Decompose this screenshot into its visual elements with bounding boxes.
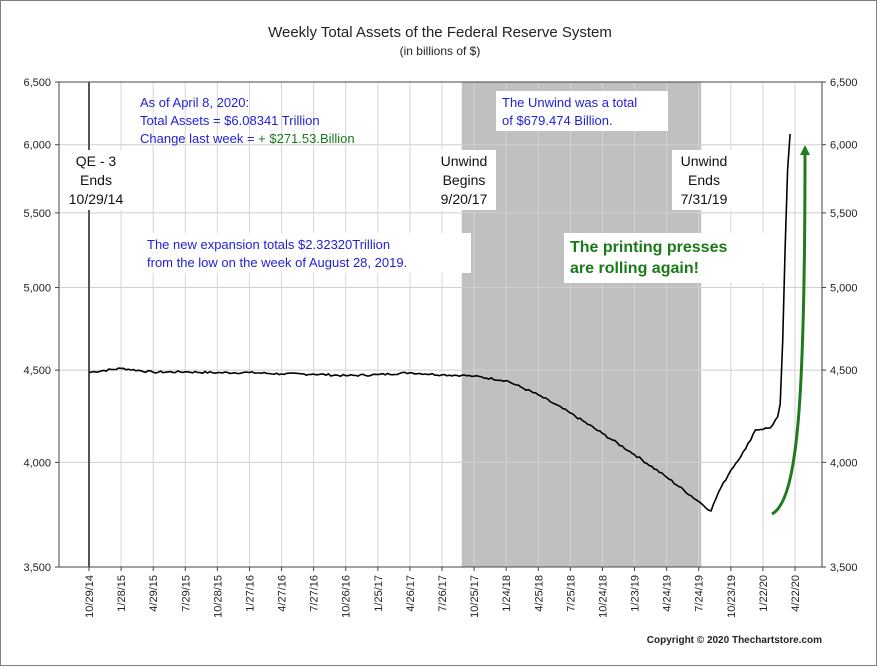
y-tick-label-left: 5,500 <box>23 208 51 220</box>
copyright: Copyright © 2020 Thechartstore.com <box>647 635 822 646</box>
x-tick-label: 10/23/19 <box>726 575 738 618</box>
as-of-date: As of April 8, 2020: <box>140 95 249 110</box>
x-tick-label: 10/24/18 <box>597 575 609 618</box>
x-tick-label: 1/25/17 <box>373 575 385 612</box>
as-of-change-value: + $271.53.Billion <box>258 131 355 146</box>
unwind-total-line1: The Unwind was a total <box>502 95 637 110</box>
chart-subtitle: (in billions of $) <box>400 44 481 58</box>
x-tick-label: 7/29/15 <box>180 575 192 612</box>
expansion-line2: from the low on the week of August 28, 2… <box>147 255 407 270</box>
x-tick-label: 1/28/15 <box>116 575 128 612</box>
x-tick-label: 7/24/19 <box>694 575 706 612</box>
y-tick-label-right: 5,500 <box>830 208 858 220</box>
y-tick-label-right: 3,500 <box>830 562 858 574</box>
printing-presses-line2: are rolling again! <box>570 260 699 277</box>
y-axis-right: 3,500 4,000 4,500 5,000 5,500 6,000 6,500 <box>822 77 858 574</box>
y-axis-left: 3,500 4,000 4,500 5,000 5,500 6,000 6,500 <box>23 77 59 574</box>
x-tick-label: 1/24/18 <box>501 575 513 612</box>
x-tick-label: 1/23/19 <box>630 575 642 612</box>
annotation-unwind-total-box <box>496 91 668 131</box>
y-tick-label-right: 4,000 <box>830 457 858 469</box>
x-axis: 10/29/14 1/28/15 4/29/15 7/29/15 10/28/15 1/2… <box>84 567 802 618</box>
x-tick-label: 7/27/16 <box>309 575 321 612</box>
as-of-change-last-week: Change last week = + $271.53.Billion <box>140 131 355 146</box>
annotation-unwind-total: The Unwind was a total of $679.474 Billi… <box>496 91 668 131</box>
plot-border <box>58 81 823 568</box>
x-tick-label: 10/28/15 <box>212 575 224 618</box>
annotation-unwind-begins-line2: Begins <box>443 172 486 188</box>
x-tick-label: 10/29/14 <box>84 575 96 618</box>
annotation-unwind-ends-box <box>672 150 736 210</box>
y-tick-label-left: 6,000 <box>23 140 51 152</box>
annotation-qe3: QE - 3 Ends 10/29/14 <box>64 150 128 210</box>
x-tick-label: 7/25/18 <box>565 575 577 612</box>
x-tick-label: 4/27/16 <box>277 575 289 612</box>
annotation-qe3-line3: 10/29/14 <box>69 191 124 207</box>
unwind-total-line2: of $679.474 Billion. <box>502 113 613 128</box>
annotation-unwind-ends-line3: 7/31/19 <box>681 191 728 207</box>
y-tick-label-left: 6,500 <box>23 77 51 89</box>
printing-presses-line1: The printing presses <box>570 239 727 256</box>
annotation-unwind-begins: Unwind Begins 9/20/17 <box>432 150 496 210</box>
annotation-unwind-ends: Unwind Ends 7/31/19 <box>672 150 736 210</box>
x-tick-label: 1/27/16 <box>244 575 256 612</box>
x-tick-label: 10/25/17 <box>469 575 481 618</box>
annotation-qe3-box <box>64 150 128 210</box>
annotation-unwind-ends-line2: Ends <box>688 172 720 188</box>
x-tick-label: 4/24/19 <box>662 575 674 612</box>
as-of-change-label: Change last week = <box>140 131 258 146</box>
annotation-printing-presses-box <box>564 233 764 283</box>
annotation-qe3-line1: QE - 3 <box>76 153 117 169</box>
x-tick-label: 4/22/20 <box>790 575 802 612</box>
upward-arrow <box>771 145 810 516</box>
annotation-unwind-begins-line1: Unwind <box>441 153 488 169</box>
y-tick-label-right: 6,000 <box>830 140 858 152</box>
annotation-printing-presses: The printing presses are rolling again! <box>564 233 764 283</box>
y-tick-label-right: 5,000 <box>830 283 858 295</box>
annotation-unwind-begins-line3: 9/20/17 <box>441 191 488 207</box>
y-tick-label-left: 4,000 <box>23 457 51 469</box>
y-tick-label-right: 4,500 <box>830 365 858 377</box>
chart-title: Weekly Total Assets of the Federal Reser… <box>268 24 612 41</box>
annotation-unwind-begins-box <box>432 150 496 210</box>
expansion-line1: The new expansion totals $2.32320Trillio… <box>147 237 390 252</box>
annotation-unwind-ends-line1: Unwind <box>681 153 728 169</box>
y-tick-label-left: 5,000 <box>23 283 51 295</box>
annotation-qe3-line2: Ends <box>80 172 112 188</box>
x-tick-label: 4/25/18 <box>533 575 545 612</box>
x-tick-label: 1/22/20 <box>758 575 770 612</box>
unwind-shaded-region <box>461 82 702 567</box>
annotation-expansion-box <box>141 233 471 273</box>
y-tick-label-left: 4,500 <box>23 365 51 377</box>
as-of-total-assets: Total Assets = $6.08341 Trillion <box>140 113 320 128</box>
annotation-as-of: As of April 8, 2020: Total Assets = $6.0… <box>140 95 355 146</box>
y-tick-label-right: 6,500 <box>830 77 858 89</box>
x-tick-label: 7/26/17 <box>437 575 449 612</box>
y-tick-label-left: 3,500 <box>23 562 51 574</box>
x-tick-label: 4/29/15 <box>148 575 160 612</box>
series-line-total-assets <box>88 133 791 512</box>
x-tick-label: 10/26/16 <box>341 575 353 618</box>
x-tick-label: 4/26/17 <box>405 575 417 612</box>
annotation-expansion: The new expansion totals $2.32320Trillio… <box>141 233 471 273</box>
